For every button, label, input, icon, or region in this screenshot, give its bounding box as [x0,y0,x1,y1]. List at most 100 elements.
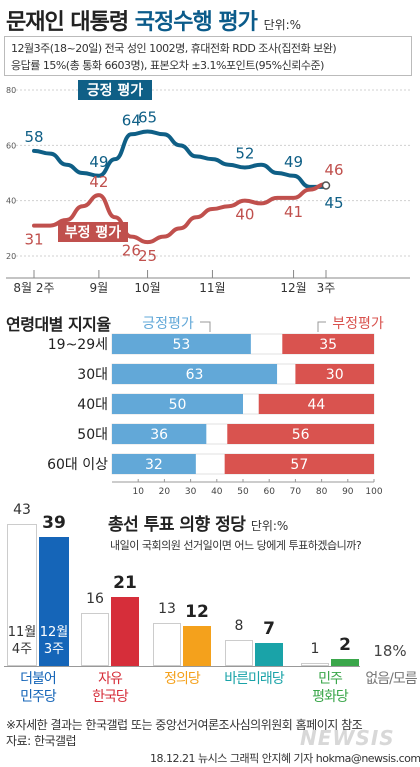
party-value-previous: 13 [158,601,176,618]
trend-data-label: 65 [138,109,157,127]
trend-x-tick-label: 8월 2주 [13,281,54,295]
trend-x-tick-label: 12월 [280,281,306,295]
trend-data-label: 26 [122,242,141,260]
age-legend-pointer [200,321,211,332]
survey-line-1: 12월3주(18~20일) 전국 성인 1002명, 휴대전화 RDD 조사(집… [11,42,337,55]
trend-data-label: 49 [89,153,108,171]
age-value-positive: 36 [150,427,168,443]
trend-y-tick: 20 [6,252,16,261]
trend-series-line [32,129,328,189]
age-bar-positive [112,454,196,474]
age-legend: 긍정평가 부정평가 [142,316,384,332]
age-bar-negative [258,394,374,414]
trend-end-marker [321,181,331,190]
age-bar-positive [112,394,243,414]
age-value-positive: 63 [186,367,204,383]
trend-x-tick-label: 9월 [90,281,109,295]
party-value-none: 18% [373,642,407,660]
party-value-current: 7 [263,618,275,639]
trend-data-label: 42 [89,173,108,191]
party-value-previous: 1 [310,640,320,657]
age-value-positive: 53 [173,337,191,353]
party-bar-current [331,659,359,666]
age-value-negative: 35 [319,337,337,353]
trend-y-tick: 40 [6,197,16,206]
age-category-label: 60대 이상 [47,457,108,473]
footer-note: ※자세한 결과는 한국갤럽 또는 중앙선거여론조사심의위원회 홈페이지 참조 [6,718,363,732]
party-name-label: 자유 한국당 [92,671,129,705]
party-value-previous: 8 [234,617,244,634]
party-bar-previous [81,613,109,666]
trend-data-label: 49 [284,153,303,171]
trend-data-label: 40 [235,206,254,224]
age-category-label: 50대 [77,427,108,443]
age-axis: 10 20 30 40 50 60 70 80 90 100 [112,479,383,497]
trend-y-tick: 60 [6,141,16,150]
trend-x-tick-label: 11월 [199,281,225,295]
trend-legend-tag [78,80,152,100]
age-value-negative: 57 [290,457,308,473]
age-bar-negative [227,424,374,444]
age-bar-positive [112,424,207,444]
age-bar-negative [282,334,374,354]
survey-line-2: 응답률 15%(총 통화 6603명), 표본오차 ±3.1%포인트(95%신뢰… [11,59,324,72]
age-value-negative: 56 [292,427,310,443]
age-value-positive: 32 [145,457,163,473]
age-x-tick-label: 100 [365,487,382,497]
party-question: 내일이 국회의원 선거일이면 어느 당에게 투표하겠습니까? [110,539,362,552]
age-x-tick-label: 60 [263,487,275,497]
trend-lines [32,129,331,245]
age-x-tick-label: 90 [342,487,354,497]
age-bar-positive [112,364,278,384]
age-value-negative: 44 [307,397,325,413]
age-bar-negative [224,454,374,474]
period-label-previous: 11월 4주 [7,625,37,657]
age-legend-positive: 긍정평가 [142,316,194,332]
age-x-tick-label: 30 [185,487,197,497]
party-bar-previous [7,524,37,666]
party-title-text: 총선 투표 의향 정당 [108,515,246,535]
trend-data-label: 25 [138,247,157,265]
party-name-label: 더불어 민주당 [20,671,57,705]
trend-legend-tag [58,222,128,242]
age-legend-negative: 부정평가 [332,316,384,332]
party-name-none: 없음/모름 [365,671,417,687]
age-x-tick-label: 50 [237,487,249,497]
party-bar-current [39,537,69,666]
trend-data-label: 64 [122,111,141,129]
age-x-tick-label: 20 [159,487,171,497]
age-legend-pointer [317,321,326,332]
age-bars: 19~29세 53 35 30대 63 30 40대 50 44 50대 36 56 60대 이상 32 5… [47,333,375,475]
age-value-negative: 30 [326,367,344,383]
trend-x-tick-label: 3주 [317,281,336,295]
age-x-tick-label: 80 [316,487,328,497]
trend-data-label: 41 [284,203,303,221]
title-part-a: 문재인 대통령 [6,10,129,35]
trend-legend-label: 부정 평가 [65,224,122,241]
party-bar-previous [225,639,253,666]
party-unit: 단위:% [250,519,289,533]
party-section-title: 총선 투표 의향 정당 단위:% [108,510,288,535]
trend-legend-label: 긍정 평가 [87,82,144,99]
party-name-label: 정의당 [164,671,201,687]
trend-data-label: 52 [235,144,254,162]
title-part-b: 국정수행 평가 [134,10,258,35]
age-x-tick-label: 10 [132,487,144,497]
title-unit: 단위:% [263,18,302,32]
trend-data-label: 58 [24,128,43,146]
party-baseline [4,666,360,667]
footer-credit: 18.12.21 뉴시스 그래픽 안지혜 기자 hokma@newsis.com [150,752,420,765]
age-category-label: 40대 [77,397,108,413]
party-bar-previous [301,662,329,666]
newsis-watermark: NEWSIS [300,726,395,750]
party-value-previous: 16 [86,591,104,608]
age-bar-chart: 긍정평가 부정평가 19~29세 53 35 30대 63 30 40대 50 44 50대 36 56… [47,316,384,497]
party-value-current: 12 [185,602,209,623]
party-name-label: 민주 평화당 [312,671,349,705]
age-category-label: 19~29세 [48,337,108,353]
age-section-title: 연령대별 지지율 [6,315,111,334]
age-x-tick-label: 40 [211,487,223,497]
